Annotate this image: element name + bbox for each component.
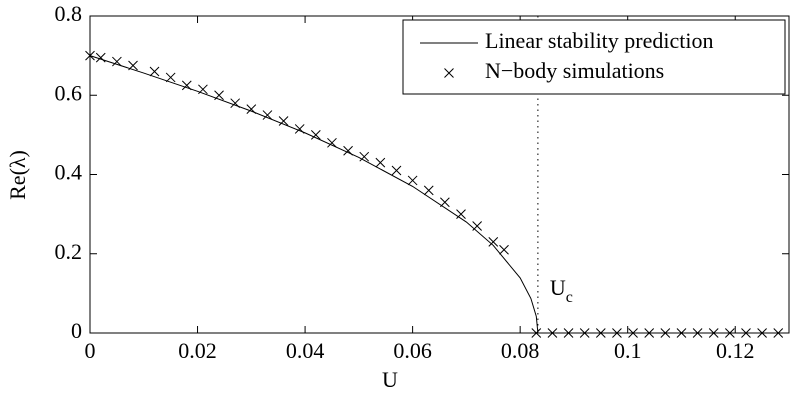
marker [660,328,671,338]
marker [595,328,606,338]
marker [310,130,321,140]
marker [230,98,241,109]
marker [676,328,687,338]
marker [628,328,638,338]
marker [456,209,466,219]
marker [708,328,719,338]
marker [278,116,289,126]
marker [440,197,450,208]
marker [612,328,622,338]
marker [773,328,784,338]
y-tick-label: 0.2 [55,239,83,264]
critical-label: Uc [550,275,573,306]
marker [95,52,106,63]
x-tick-label: 0 [85,338,96,363]
marker [423,185,434,196]
marker [343,145,353,156]
marker [391,165,402,176]
marker [531,328,542,338]
legend-marker [444,68,454,78]
marker [725,328,735,338]
marker [499,244,509,255]
marker [198,84,208,95]
marker [407,175,418,186]
critical-label-sub: c [566,289,573,306]
y-axis-label: Re(λ) [5,150,30,200]
marker [488,237,499,247]
legend-box [402,19,786,95]
x-tick-label: 0.06 [393,338,432,363]
marker [579,328,590,338]
marker [359,151,370,162]
x-tick-label: 0.02 [178,338,217,363]
prediction-line [89,55,789,334]
x-axis-label: U [382,367,398,392]
marker [149,66,160,77]
critical-label-main: U [550,275,566,300]
y-tick-label: 0 [71,318,82,343]
marker [262,110,273,120]
x-tick-label: 0.04 [286,338,325,363]
marker [644,328,655,338]
marker [757,328,767,338]
y-tick-label: 0.4 [55,160,83,185]
y-tick-label: 0.8 [55,1,83,26]
marker [294,124,305,134]
x-tick-label: 0.12 [716,338,755,363]
legend-label: Linear stability prediction [485,28,714,53]
marker [181,80,192,91]
marker [128,60,138,71]
marker [165,72,176,83]
marker [85,50,95,61]
marker [246,104,257,114]
marker [214,90,224,101]
legend-label: N−body simulations [485,58,664,83]
x-tick-label: 0.08 [501,338,540,363]
marker [547,328,558,338]
marker [327,137,337,148]
marker [563,328,574,338]
marker [472,221,482,231]
marker [112,56,122,67]
marker [741,328,751,338]
marker [692,328,703,338]
marker [375,157,386,168]
y-tick-label: 0.6 [55,80,83,105]
x-tick-label: 0.1 [614,338,642,363]
